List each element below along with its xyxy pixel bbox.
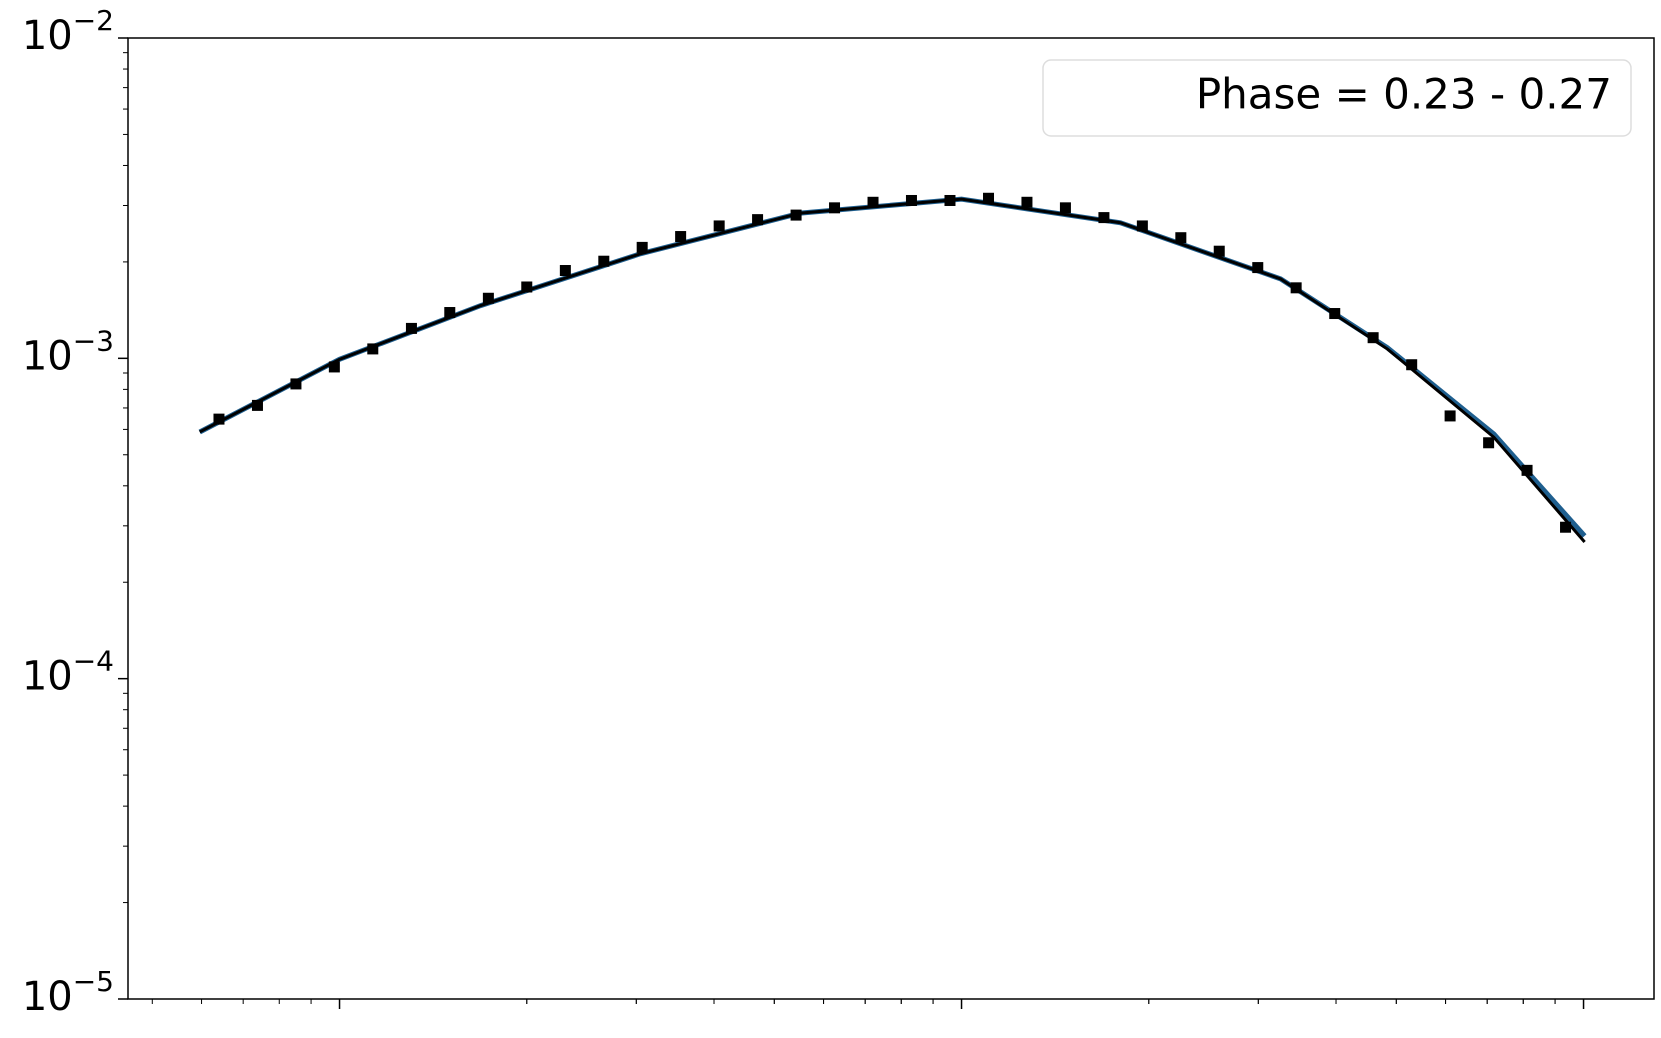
tick-base: 10 xyxy=(22,333,73,379)
tick-exponent: −3 xyxy=(73,324,114,357)
data-point xyxy=(1059,202,1071,214)
model-line xyxy=(199,197,1586,544)
data-point xyxy=(213,413,225,425)
data-point xyxy=(290,378,302,390)
data-point xyxy=(328,361,340,373)
tick-exponent: −5 xyxy=(73,965,114,998)
tick-base: 10 xyxy=(22,13,73,59)
data-point xyxy=(790,209,802,221)
plot-frame xyxy=(127,37,1655,1000)
legend-box xyxy=(1042,59,1632,137)
data-point xyxy=(521,281,533,293)
y-tick-label: 10−5 xyxy=(22,965,114,1020)
data-point xyxy=(559,265,571,277)
data-point xyxy=(482,292,494,304)
data-point xyxy=(1521,464,1533,476)
data-point xyxy=(1483,437,1495,449)
data-point xyxy=(405,322,417,334)
data-point xyxy=(251,399,263,411)
model-line xyxy=(198,196,1587,538)
data-point xyxy=(1252,262,1264,274)
data-point xyxy=(636,241,648,253)
legend-label: Phase = 0.23 - 0.27 xyxy=(1196,70,1612,119)
data-point xyxy=(867,196,879,208)
data-point xyxy=(1021,196,1033,208)
data-point xyxy=(1290,282,1302,294)
data-point xyxy=(1213,245,1225,257)
data-point xyxy=(367,343,379,355)
data-point xyxy=(1367,332,1379,344)
data-point xyxy=(1098,212,1110,224)
data-point xyxy=(675,231,687,243)
data-point xyxy=(752,214,764,226)
data-point xyxy=(983,192,995,204)
tick-exponent: −2 xyxy=(73,4,114,37)
data-point xyxy=(905,194,917,206)
data-point xyxy=(1406,359,1418,371)
data-point xyxy=(713,220,725,232)
y-tick-label: 10−2 xyxy=(22,4,114,59)
y-tick-label: 10−3 xyxy=(22,324,114,379)
data-point xyxy=(1444,410,1456,422)
data-point xyxy=(598,255,610,267)
data-point xyxy=(1560,521,1572,533)
data-point xyxy=(1136,220,1148,232)
tick-exponent: −4 xyxy=(73,645,114,678)
data-point xyxy=(829,202,841,214)
y-tick-label: 10−4 xyxy=(22,645,114,700)
tick-base: 10 xyxy=(22,974,73,1020)
data-point xyxy=(1175,232,1187,244)
data-point xyxy=(1329,308,1341,320)
data-point xyxy=(444,307,456,319)
data-point xyxy=(944,194,956,206)
tick-base: 10 xyxy=(22,654,73,700)
